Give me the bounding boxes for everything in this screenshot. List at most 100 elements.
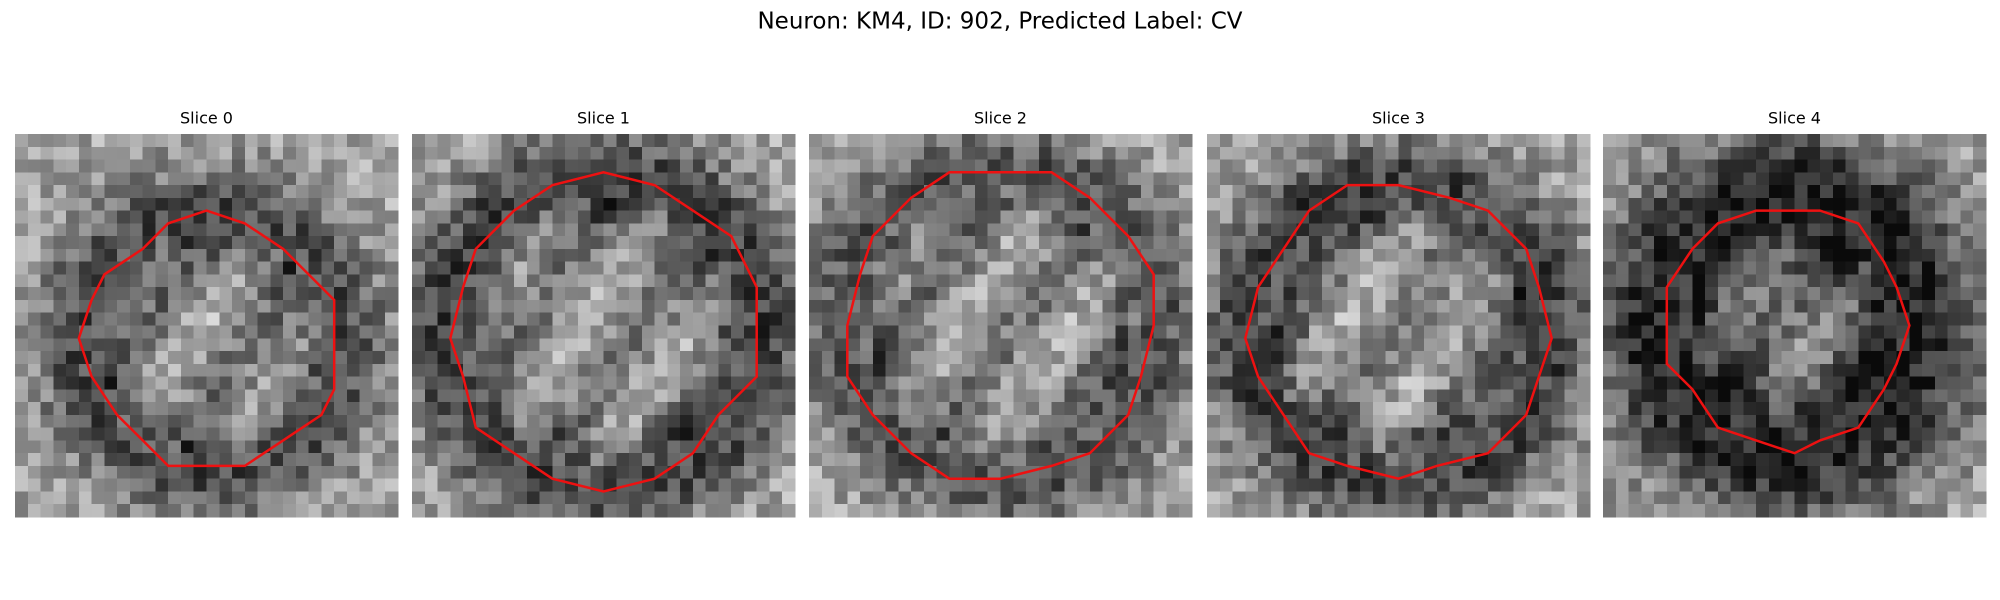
pixel [1102, 312, 1116, 326]
pixel [1385, 274, 1399, 288]
pixel [743, 287, 758, 301]
pixel [1705, 351, 1719, 365]
pixel [1832, 351, 1847, 365]
pixel [219, 299, 233, 314]
pixel [1026, 363, 1040, 378]
pixel [1013, 299, 1027, 314]
pixel [1909, 261, 1923, 275]
pixel [1666, 287, 1681, 301]
pixel [667, 363, 681, 378]
pixel [232, 197, 246, 212]
pixel [372, 414, 386, 429]
pixel [1577, 325, 1591, 339]
pixel [424, 376, 439, 390]
pixel [193, 236, 207, 250]
pixel [718, 389, 732, 403]
pixel [1179, 236, 1193, 250]
pixel [412, 402, 426, 416]
pixel [168, 159, 182, 173]
pixel [667, 376, 681, 390]
pixel [334, 159, 348, 173]
pixel [1577, 491, 1591, 505]
pixel [1051, 376, 1065, 390]
pixel [40, 414, 54, 429]
pixel [1717, 236, 1732, 250]
pixel [1372, 491, 1387, 505]
pixel [450, 465, 464, 480]
pixel [1794, 197, 1808, 212]
pixel [1462, 389, 1476, 403]
pixel [1513, 134, 1527, 148]
pixel [1258, 223, 1272, 237]
pixel [860, 465, 874, 480]
pixel [949, 159, 963, 173]
pixel [1411, 159, 1425, 173]
pixel [1832, 376, 1847, 390]
pixel [1051, 414, 1065, 429]
pixel [1064, 465, 1078, 480]
pixel [1232, 261, 1246, 275]
pixel [1947, 402, 1961, 416]
pixel [412, 210, 426, 224]
pixel [1807, 325, 1821, 339]
pixel [40, 351, 54, 365]
pixel [359, 159, 373, 173]
pixel [40, 248, 54, 263]
pixel [526, 338, 541, 352]
pixel [1013, 338, 1027, 352]
pixel [603, 351, 617, 365]
pixel [743, 402, 758, 416]
pixel [501, 376, 515, 390]
pixel [1153, 414, 1167, 429]
pixel [1896, 491, 1910, 505]
pixel [974, 363, 989, 378]
pixel [424, 351, 439, 365]
pixel [142, 210, 156, 224]
pixel [1564, 223, 1578, 237]
pixel [911, 299, 925, 314]
pixel [1832, 274, 1847, 288]
pixel [1385, 146, 1399, 161]
pixel [206, 338, 220, 352]
pixel [1102, 261, 1116, 275]
pixel [1909, 440, 1923, 454]
pixel [1064, 414, 1078, 429]
pixel [949, 185, 963, 199]
pixel [295, 338, 310, 352]
pixel [385, 172, 399, 186]
pixel [514, 504, 528, 518]
pixel [1051, 159, 1065, 173]
pixel [1398, 299, 1412, 314]
pixel [1603, 491, 1617, 505]
pixel [1845, 504, 1859, 518]
pixel [15, 172, 29, 186]
pixel [295, 197, 310, 212]
pixel [15, 159, 29, 173]
pixel [705, 236, 719, 250]
pixel [437, 491, 451, 505]
pixel [1730, 453, 1744, 467]
pixel [809, 389, 823, 403]
pixel [295, 440, 310, 454]
pixel [1615, 172, 1630, 186]
pixel [1153, 363, 1167, 378]
pixel [1449, 134, 1463, 148]
pixel [923, 351, 938, 365]
pixel [1115, 210, 1129, 224]
pixel [1820, 236, 1834, 250]
pixel [1564, 453, 1578, 467]
pixel [1398, 338, 1412, 352]
pixel [129, 274, 144, 288]
pixel [1973, 389, 1987, 403]
pixel [155, 287, 169, 301]
pixel [1973, 478, 1987, 492]
pixel [667, 312, 681, 326]
pixel [1102, 223, 1116, 237]
pixel [1500, 453, 1514, 467]
pixel [756, 312, 770, 326]
pixel [1000, 210, 1014, 224]
pixel [232, 376, 246, 390]
pixel [847, 134, 861, 148]
pixel [936, 274, 950, 288]
pixel [654, 236, 668, 250]
